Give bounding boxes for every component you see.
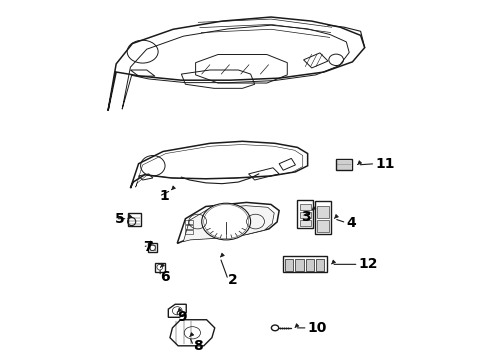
Text: 7: 7 xyxy=(142,240,152,254)
Bar xyxy=(127,213,141,226)
Polygon shape xyxy=(168,304,186,317)
Bar xyxy=(299,212,310,218)
Text: 9: 9 xyxy=(177,310,186,324)
Ellipse shape xyxy=(202,203,250,240)
Bar xyxy=(184,220,193,224)
Text: 11: 11 xyxy=(374,157,394,171)
Text: 10: 10 xyxy=(307,321,326,335)
Ellipse shape xyxy=(271,325,278,331)
Bar xyxy=(285,258,293,271)
Bar xyxy=(148,243,157,252)
Bar xyxy=(184,225,193,229)
Bar xyxy=(283,256,326,273)
Text: 3: 3 xyxy=(301,210,310,224)
Bar xyxy=(155,263,165,272)
Bar xyxy=(314,201,330,234)
Polygon shape xyxy=(130,141,307,188)
Bar xyxy=(335,159,351,170)
Polygon shape xyxy=(170,320,214,346)
Bar xyxy=(297,200,312,228)
Text: 12: 12 xyxy=(358,257,377,271)
Text: 4: 4 xyxy=(346,216,355,230)
Bar xyxy=(295,258,303,271)
Bar xyxy=(315,258,323,271)
Text: 8: 8 xyxy=(193,339,203,353)
Text: 2: 2 xyxy=(228,273,238,287)
Bar xyxy=(184,230,193,234)
Text: 1: 1 xyxy=(159,189,168,203)
Bar xyxy=(149,245,155,251)
Bar xyxy=(305,258,313,271)
Text: 6: 6 xyxy=(160,270,169,284)
Polygon shape xyxy=(183,206,274,242)
Bar xyxy=(299,220,310,226)
Bar xyxy=(316,206,328,218)
Polygon shape xyxy=(108,17,364,111)
Bar xyxy=(299,204,310,210)
Text: 5: 5 xyxy=(115,212,125,226)
Polygon shape xyxy=(177,202,279,243)
Bar xyxy=(316,220,328,232)
